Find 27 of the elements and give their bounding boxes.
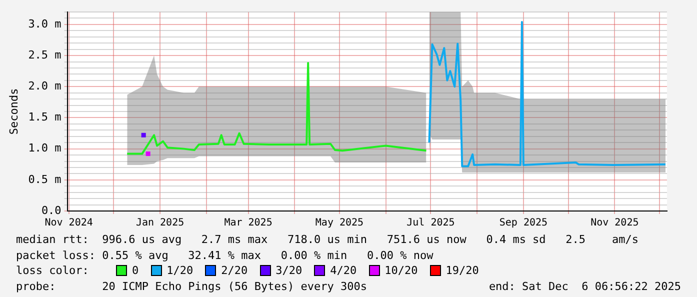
legend-label: 3/20 [276,263,302,278]
y-axis-title: Seconds [7,88,20,135]
legend-label: 0 [132,263,139,278]
x-tick-label: Nov 2024 [44,218,93,229]
y-tick-label: 0.5 m [28,172,62,186]
x-tick-label: Sep 2025 [499,218,548,229]
y-tick-label: 2.5 m [28,48,62,62]
x-tick-label: Mar 2025 [224,218,272,229]
text: packet loss: 0.55 % avg 32.41 % max 0.00 % min 0.00 % now [16,248,434,263]
legend-title: loss color: [16,263,90,278]
x-tick-label: May 2025 [315,218,364,229]
legend-label: 10/20 [384,263,418,278]
text: end: Sat Dec 6 06:56:22 2025 [488,278,681,294]
x-tick-label: Nov 2025 [590,218,639,229]
legend-label: 2/20 [221,263,248,278]
text: median rtt: 996.6 us avg 2.7 ms max 718.0 us min 751.6 us now 0.4 ms sd 2.5 am/s [16,232,640,248]
x-tick-label: Jan 2025 [136,218,184,229]
y-tick-label: 0.0 [41,204,62,217]
legend-label: 19/20 [446,263,479,278]
legend-label: 1/20 [166,263,194,278]
y-tick-label: 3.0 m [28,17,62,30]
x-tick-label: Jul 2025 [406,218,455,229]
legend-label: 4/20 [330,263,357,278]
y-tick-label: 1.5 m [28,110,62,124]
y-tick-label: 2.0 m [28,79,62,92]
text: probe: 20 ICMP Echo Pings (56 Bytes) every 300s [16,278,367,294]
y-tick-label: 1.0 m [28,142,62,155]
